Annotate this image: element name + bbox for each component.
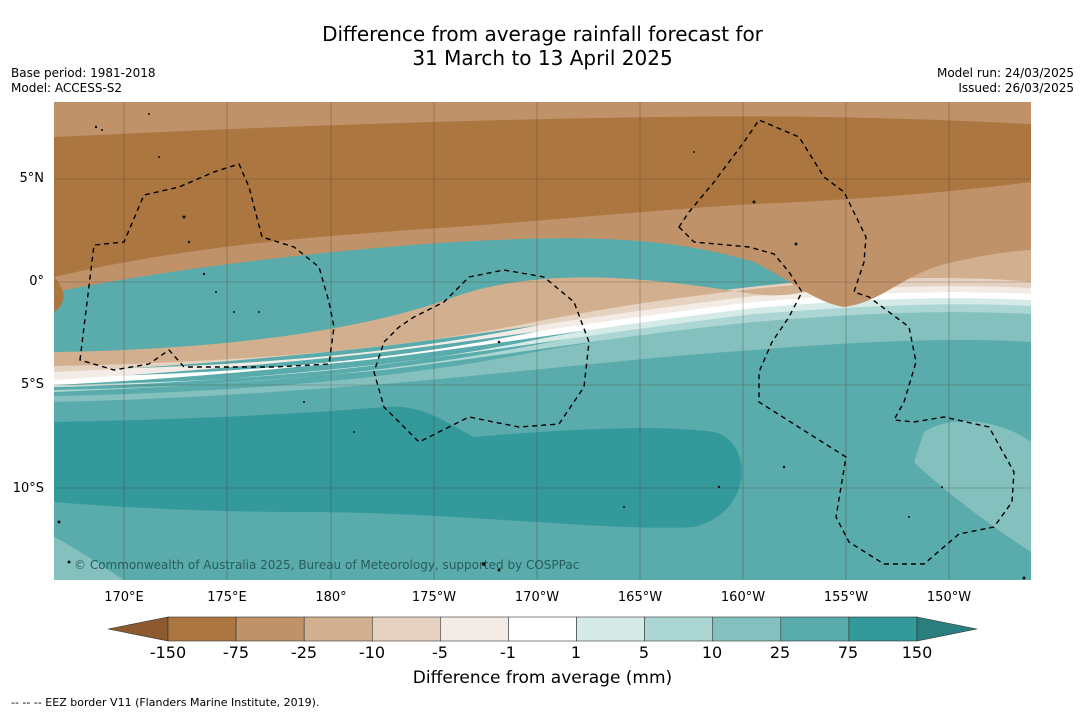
colorbar-tick: -10: [358, 643, 386, 662]
band-top-strip: [54, 102, 1031, 137]
colorbar-cell: [712, 616, 782, 642]
colorbar-cell: [167, 616, 237, 642]
band-teal-patch-west: [54, 537, 124, 580]
islands: [57, 113, 1026, 580]
colorbar-cell: [303, 616, 373, 642]
title-line-2: 31 March to 13 April 2025: [412, 46, 673, 70]
lon-label-160w: 160°W: [720, 590, 766, 605]
colorbar-tick: -25: [290, 643, 318, 662]
colorbar-cell: [576, 616, 645, 642]
band-teal-10-25: [54, 305, 1031, 402]
lon-label-175w: 175°W: [411, 590, 457, 605]
lon-label-150w: 150°W: [926, 590, 972, 605]
colorbar-tick: 10: [701, 643, 723, 662]
rainfall-map: © Commonwealth of Australia 2025, Bureau…: [54, 102, 1031, 580]
eez-footnote: -- -- -- EEZ border V11 (Flanders Marine…: [11, 696, 320, 709]
map-canvas: [54, 102, 1031, 580]
colorbar-tick: 25: [769, 643, 791, 662]
colorbar-tick: 1: [570, 643, 582, 662]
base-period: Base period: 1981-2018: [11, 66, 156, 80]
band-brown-150: [54, 116, 1031, 277]
colorbar-tick: 150: [901, 643, 933, 662]
lat-label-0: 0°: [29, 274, 44, 289]
band-light-brown-5: [54, 281, 1031, 380]
colorbar-tick: -150: [149, 643, 187, 662]
colorbar-cell: [440, 616, 509, 642]
meta-left: Base period: 1981-2018 Model: ACCESS-S2: [11, 66, 156, 96]
lon-label-155w: 155°W: [823, 590, 869, 605]
eez-borders: [79, 119, 1015, 565]
model-run: Model run: 24/03/2025: [936, 66, 1074, 80]
colorbar-cells: [167, 616, 918, 642]
model-name: Model: ACCESS-S2: [11, 81, 123, 95]
band-teal-75-150: [54, 406, 742, 528]
band-white: [54, 287, 1031, 385]
colorbar-tick: -1: [500, 643, 516, 662]
band-brown-patch-west: [54, 277, 64, 312]
band-teal-patch-east: [914, 421, 1031, 552]
band-teal-5-10: [54, 299, 1031, 392]
lon-label-175e: 175°E: [207, 590, 247, 605]
lon-label-170e: 170°E: [104, 590, 144, 605]
lat-label-5s: 5°S: [20, 377, 44, 392]
colorbar-tick: 75: [837, 643, 859, 662]
title-line-1: Difference from average rainfall forecas…: [322, 22, 763, 46]
colorbar-arrow-left: [107, 616, 169, 642]
band-light-brown-10: [54, 275, 1031, 372]
colorbar-tick: -5: [432, 643, 448, 662]
issued-date: Issued: 26/03/2025: [958, 81, 1074, 95]
lon-label-170w: 170°W: [514, 590, 560, 605]
copyright-notice: © Commonwealth of Australia 2025, Bureau…: [74, 558, 580, 572]
meta-right: Model run: 24/03/2025 Issued: 26/03/2025: [937, 66, 1074, 96]
colorbar: [107, 616, 978, 642]
map-title: Difference from average rainfall forecas…: [0, 22, 1085, 70]
colorbar-tick: -75: [222, 643, 250, 662]
colorbar-tick: 5: [638, 643, 650, 662]
colorbar-cell: [371, 616, 441, 642]
lon-label-180: 180°: [315, 590, 347, 605]
band-tan-25: [54, 242, 1031, 366]
colorbar-arrow-right: [916, 616, 978, 642]
band-teal-1-5: [54, 293, 1031, 387]
lon-label-165w: 165°W: [617, 590, 663, 605]
graticule: [54, 102, 1031, 580]
lat-label-5n: 5°N: [19, 171, 45, 186]
colorbar-cell: [848, 616, 918, 642]
lat-label-10s: 10°S: [12, 481, 44, 496]
colorbar-cell: [644, 616, 714, 642]
colorbar-cell: [780, 616, 850, 642]
colorbar-label: Difference from average (mm): [412, 668, 673, 688]
colorbar-cell: [235, 616, 305, 642]
colorbar-cell: [508, 616, 577, 642]
